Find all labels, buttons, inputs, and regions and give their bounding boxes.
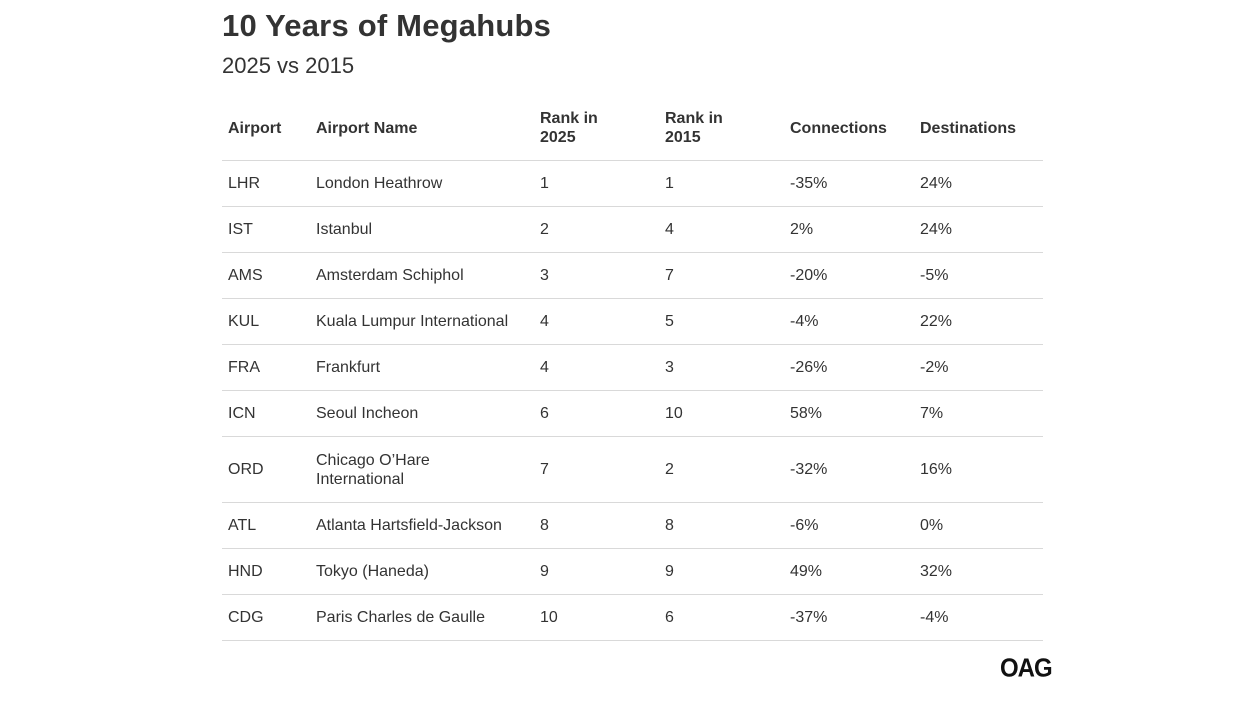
cell-airport-code: LHR: [222, 160, 310, 207]
table-row: CDG Paris Charles de Gaulle 10 6 -37% -4…: [222, 594, 1043, 641]
megahubs-table: Airport Airport Name Rank in 2025 Rank i…: [222, 96, 1043, 641]
table-row: FRA Frankfurt 4 3 -26% -2%: [222, 344, 1043, 391]
table-header-row: Airport Airport Name Rank in 2025 Rank i…: [222, 96, 1043, 161]
cell-destinations: 22%: [914, 298, 1043, 345]
cell-connections: 2%: [784, 206, 914, 253]
cell-rank-2015: 7: [659, 252, 784, 299]
cell-rank-2015: 10: [659, 390, 784, 437]
cell-rank-2025: 7: [534, 436, 659, 503]
table-row: KUL Kuala Lumpur International 4 5 -4% 2…: [222, 298, 1043, 345]
cell-airport-name: Frankfurt: [310, 344, 534, 391]
cell-airport-code: AMS: [222, 252, 310, 299]
cell-airport-name: Istanbul: [310, 206, 534, 253]
cell-rank-2015: 5: [659, 298, 784, 345]
cell-rank-2015: 3: [659, 344, 784, 391]
table-row: ORD Chicago O’Hare International 7 2 -32…: [222, 436, 1043, 503]
cell-airport-code: ICN: [222, 390, 310, 437]
cell-rank-2025: 4: [534, 344, 659, 391]
page-subtitle: 2025 vs 2015: [222, 53, 355, 78]
cell-airport-code: FRA: [222, 344, 310, 391]
cell-connections: -37%: [784, 594, 914, 641]
oag-logo: OAG: [1000, 654, 1053, 684]
cell-rank-2025: 10: [534, 594, 659, 641]
table-row: IST Istanbul 2 4 2% 24%: [222, 206, 1043, 253]
cell-airport-code: CDG: [222, 594, 310, 641]
cell-rank-2015: 6: [659, 594, 784, 641]
cell-destinations: -2%: [914, 344, 1043, 391]
cell-destinations: 24%: [914, 160, 1043, 207]
cell-rank-2015: 1: [659, 160, 784, 207]
cell-airport-code: KUL: [222, 298, 310, 345]
cell-destinations: 32%: [914, 548, 1043, 595]
cell-connections: 49%: [784, 548, 914, 595]
cell-rank-2025: 2: [534, 206, 659, 253]
cell-connections: -26%: [784, 344, 914, 391]
column-header-connections: Connections: [784, 96, 914, 161]
cell-rank-2025: 3: [534, 252, 659, 299]
cell-rank-2025: 9: [534, 548, 659, 595]
cell-connections: -35%: [784, 160, 914, 207]
cell-rank-2015: 9: [659, 548, 784, 595]
cell-airport-name: Kuala Lumpur International: [310, 298, 534, 345]
cell-airport-code: ATL: [222, 502, 310, 549]
table-row: LHR London Heathrow 1 1 -35% 24%: [222, 160, 1043, 207]
column-header-airport-name: Airport Name: [310, 96, 534, 161]
column-header-rank-2015: Rank in 2015: [659, 96, 784, 161]
cell-airport-name: Tokyo (Haneda): [310, 548, 534, 595]
cell-destinations: 0%: [914, 502, 1043, 549]
column-header-airport: Airport: [222, 96, 310, 161]
cell-airport-code: ORD: [222, 436, 310, 503]
cell-airport-code: IST: [222, 206, 310, 253]
cell-connections: 58%: [784, 390, 914, 437]
column-header-rank-2025: Rank in 2025: [534, 96, 659, 161]
page-title: 10 Years of Megahubs: [222, 8, 552, 43]
table-row: HND Tokyo (Haneda) 9 9 49% 32%: [222, 548, 1043, 595]
cell-airport-code: HND: [222, 548, 310, 595]
cell-destinations: 16%: [914, 436, 1043, 503]
cell-airport-name: Paris Charles de Gaulle: [310, 594, 534, 641]
cell-rank-2025: 8: [534, 502, 659, 549]
cell-rank-2015: 2: [659, 436, 784, 503]
cell-airport-name: Amsterdam Schiphol: [310, 252, 534, 299]
cell-airport-name: Atlanta Hartsfield-Jackson: [310, 502, 534, 549]
cell-destinations: 24%: [914, 206, 1043, 253]
cell-connections: -32%: [784, 436, 914, 503]
cell-destinations: 7%: [914, 390, 1043, 437]
table-row: ATL Atlanta Hartsfield-Jackson 8 8 -6% 0…: [222, 502, 1043, 549]
cell-airport-name: Chicago O’Hare International: [310, 436, 534, 503]
cell-connections: -4%: [784, 298, 914, 345]
cell-rank-2025: 1: [534, 160, 659, 207]
cell-airport-name: London Heathrow: [310, 160, 534, 207]
cell-rank-2025: 6: [534, 390, 659, 437]
column-header-destinations: Destinations: [914, 96, 1043, 161]
cell-connections: -6%: [784, 502, 914, 549]
cell-airport-name: Seoul Incheon: [310, 390, 534, 437]
table-row: AMS Amsterdam Schiphol 3 7 -20% -5%: [222, 252, 1043, 299]
cell-connections: -20%: [784, 252, 914, 299]
cell-destinations: -5%: [914, 252, 1043, 299]
table-row: ICN Seoul Incheon 6 10 58% 7%: [222, 390, 1043, 437]
cell-destinations: -4%: [914, 594, 1043, 641]
cell-rank-2015: 8: [659, 502, 784, 549]
cell-rank-2025: 4: [534, 298, 659, 345]
cell-rank-2015: 4: [659, 206, 784, 253]
